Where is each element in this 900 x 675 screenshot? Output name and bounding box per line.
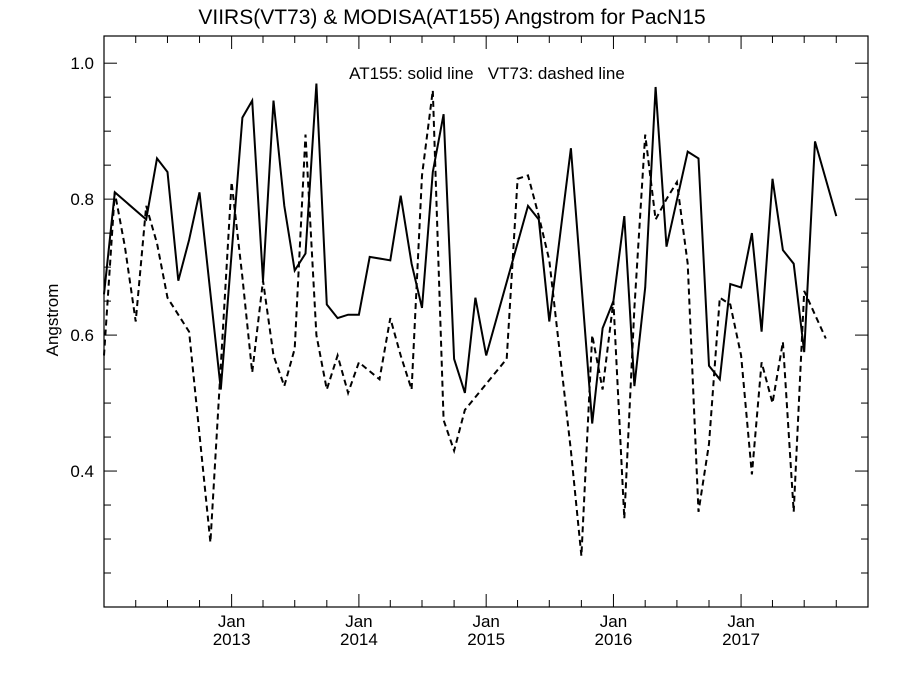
chart-title: VIIRS(VT73) & MODISA(AT155) Angstrom for… [198, 6, 705, 29]
x-tick-year-label: 2013 [213, 630, 251, 649]
x-tick-month-label: Jan [600, 612, 627, 631]
y-tick-label: 0.4 [70, 462, 94, 481]
series-line-at155 [103, 83, 838, 424]
x-tick-year-label: 2014 [340, 630, 378, 649]
y-tick-label: 0.8 [70, 190, 94, 209]
legend-annotation: AT155: solid line VT73: dashed line [349, 64, 625, 83]
x-tick-year-label: 2016 [595, 630, 633, 649]
x-tick-month-label: Jan [218, 612, 245, 631]
x-tick-month-label: Jan [727, 612, 754, 631]
x-tick-year-label: 2015 [467, 630, 505, 649]
x-tick-year-label: 2017 [722, 630, 760, 649]
axes-layer: 0.40.60.81.0Jan2013Jan2014Jan2015Jan2016… [70, 36, 868, 649]
y-tick-label: 0.6 [70, 326, 94, 345]
x-tick-month-label: Jan [472, 612, 499, 631]
y-axis-label: Angstrom [43, 284, 62, 357]
plot-frame [103, 35, 869, 608]
series-layer [103, 83, 838, 557]
x-tick-month-label: Jan [345, 612, 372, 631]
series-line-vt73 [103, 90, 827, 557]
y-tick-label: 1.0 [70, 54, 94, 73]
